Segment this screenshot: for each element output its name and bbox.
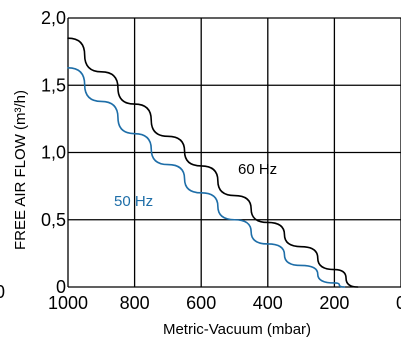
y-tick-label: 2,0: [41, 8, 66, 28]
x-axis-label: Metric-Vacuum (mbar): [163, 321, 311, 338]
y-tick-label: 1,5: [41, 75, 66, 95]
x-tick-label: 600: [186, 293, 216, 313]
x-tick-label: 0: [396, 293, 401, 313]
x-tick-labels: 1000 800 600 400 200 0 0: [0, 282, 401, 313]
grid: [67, 17, 401, 288]
x-tick-label: 400: [253, 293, 283, 313]
series-label-50hz: 50 Hz: [114, 193, 153, 210]
y-tick-label: 0,5: [41, 210, 66, 230]
series-line-60hz: [67, 37, 359, 288]
x-tick-label: 1000: [48, 293, 88, 313]
series-line-50hz: [67, 66, 346, 288]
series-lines: [67, 37, 359, 288]
y-tick-label: 0: [56, 277, 66, 297]
cropped-tick-label: 0: [0, 282, 5, 302]
x-tick-label: 800: [120, 293, 150, 313]
y-tick-labels: 0 0,5 1,0 1,5 2,0: [41, 8, 66, 297]
x-tick-label: 200: [319, 293, 349, 313]
y-tick-label: 1,0: [41, 143, 66, 163]
series-label-60hz: 60 Hz: [238, 161, 277, 178]
y-axis-label: FREE AIR FLOW (m³/h): [12, 90, 29, 250]
